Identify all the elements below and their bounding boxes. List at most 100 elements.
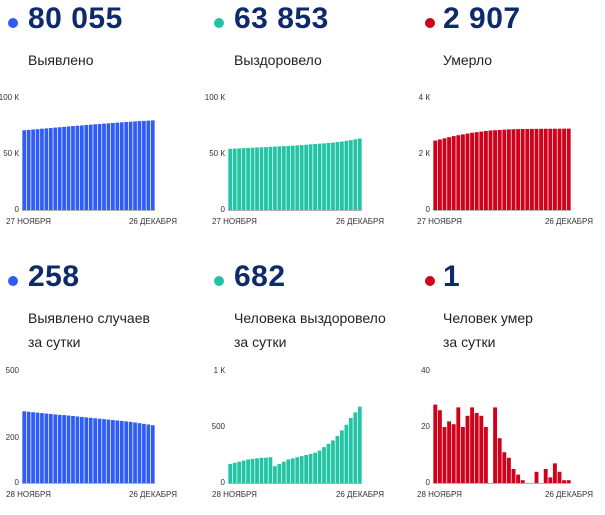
bar (75, 416, 80, 483)
bar (273, 146, 277, 210)
bar (264, 457, 268, 483)
bar (520, 480, 525, 483)
bar (562, 128, 567, 210)
bar (493, 407, 498, 483)
x-end-label: 26 ДЕКАБРЯ (129, 217, 177, 226)
bar (228, 148, 233, 210)
x-start-label: 27 НОЯБРЯ (417, 217, 462, 226)
bar (71, 126, 75, 210)
bar (88, 417, 93, 483)
died-total-chart: 4 К 2 К 0 27 НОЯБРЯ 26 ДЕКАБРЯ (417, 93, 593, 226)
detected-total-dot (8, 18, 18, 28)
bar (433, 404, 438, 483)
bar (286, 145, 291, 210)
bar (474, 413, 479, 483)
bar (529, 128, 534, 210)
bar (437, 410, 442, 483)
bar (137, 121, 142, 210)
bar (97, 418, 102, 483)
bar (237, 148, 242, 210)
bar (250, 147, 255, 210)
bar (281, 461, 286, 483)
bar (26, 129, 31, 210)
bar (348, 140, 353, 210)
y-tick-label: 0 (426, 478, 431, 487)
bar (483, 427, 488, 483)
bar (539, 128, 544, 210)
bar (451, 424, 456, 483)
bar (502, 452, 507, 483)
bar (460, 427, 465, 483)
y-tick-label: 50 К (3, 149, 19, 158)
died-daily-chart: 40 20 0 28 НОЯБРЯ 26 ДЕКАБРЯ (417, 366, 593, 499)
bar (255, 458, 259, 483)
bar (150, 425, 155, 483)
bar (88, 124, 93, 210)
bar (497, 438, 502, 483)
bar (456, 407, 461, 483)
bar (552, 128, 557, 210)
bar (520, 129, 525, 210)
bar (66, 415, 71, 483)
bar (534, 128, 539, 210)
bar (290, 458, 295, 483)
bar (516, 129, 521, 210)
bar (228, 463, 233, 483)
bar (93, 418, 98, 483)
y-tick-label: 1 К (214, 366, 226, 375)
died-daily-label-line-1: Человек умер (443, 310, 533, 326)
bar (277, 463, 282, 483)
bar (93, 124, 98, 210)
bar (299, 456, 304, 483)
bar (31, 129, 35, 210)
bar (488, 130, 493, 210)
bar (237, 461, 242, 483)
bar (313, 452, 317, 483)
bar (557, 128, 562, 210)
bar (340, 430, 344, 483)
bar (465, 133, 470, 210)
bar (264, 147, 268, 210)
bar (44, 413, 49, 483)
bar (57, 414, 62, 483)
bar (246, 459, 250, 483)
bar (511, 469, 516, 483)
bar (286, 459, 291, 483)
bar (106, 419, 111, 483)
bar (119, 420, 124, 483)
x-end-label: 26 ДЕКАБРЯ (336, 217, 384, 226)
bar (433, 140, 438, 210)
bar (344, 424, 349, 483)
bar (48, 128, 53, 210)
y-tick-label: 40 (421, 366, 430, 375)
bar (268, 457, 273, 483)
bar (111, 420, 115, 483)
bar (348, 418, 353, 483)
recovered-daily-value: 682 (234, 260, 286, 293)
bar (97, 123, 102, 210)
bar (295, 457, 300, 483)
bar (304, 144, 309, 210)
bar (35, 129, 40, 210)
bar (246, 147, 250, 210)
bar (442, 427, 447, 483)
detected-daily-chart: 500 200 0 28 НОЯБРЯ 26 ДЕКАБРЯ (6, 366, 178, 499)
y-tick-label: 200 (6, 433, 20, 442)
bar (84, 417, 89, 483)
bar (313, 144, 317, 210)
detected-total-label-line-1: Выявлено (28, 52, 94, 68)
y-tick-label: 50 К (209, 149, 225, 158)
bar (48, 414, 53, 483)
bar (322, 143, 326, 210)
bar (479, 415, 484, 483)
died-daily-value: 1 (443, 260, 461, 293)
bar (124, 121, 129, 210)
y-tick-label: 4 К (419, 93, 431, 102)
bar (106, 123, 111, 210)
bar (115, 420, 120, 483)
y-tick-label: 0 (221, 205, 226, 214)
bar (493, 130, 498, 210)
bar (31, 412, 35, 483)
bar (273, 466, 277, 483)
bar (335, 435, 340, 483)
